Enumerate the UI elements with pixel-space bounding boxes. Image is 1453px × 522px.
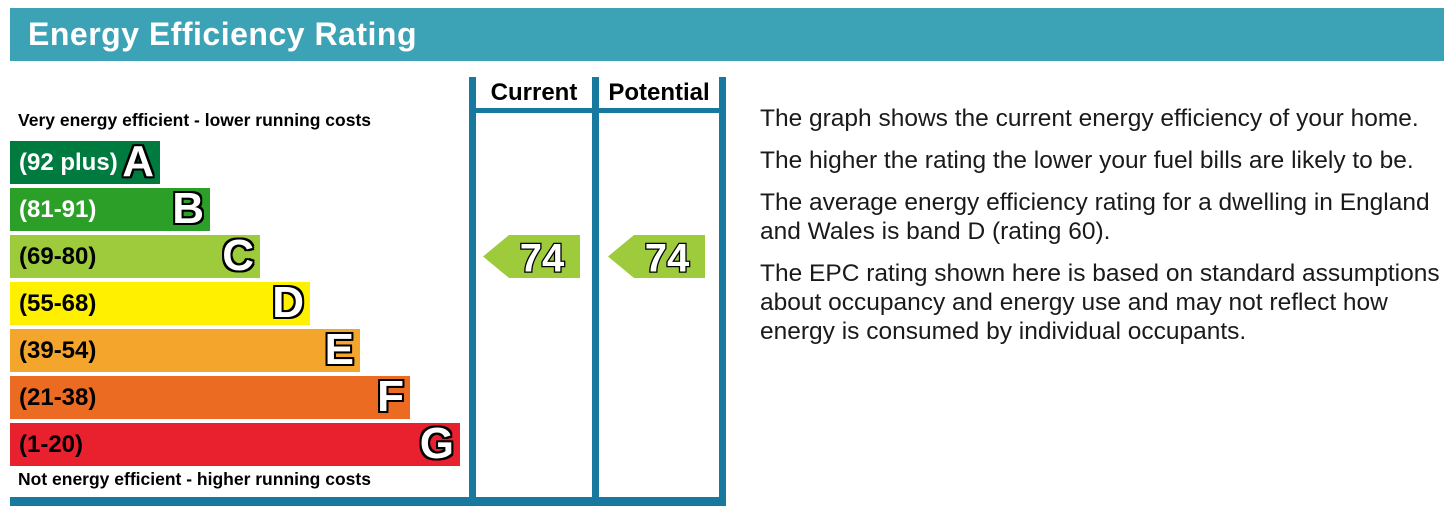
description-paragraph-2: The higher the rating the lower your fue… [760,147,1414,174]
band-b-range-label: (81-91) [19,195,97,223]
band-b: (81-91) B [10,183,210,233]
potential-rating-value: 74 [645,237,690,279]
band-e-letter: E [324,324,354,374]
chart-bottom-border [10,497,726,506]
band-g: (1-20) G [10,418,460,468]
band-c-range-label: (69-80) [19,242,97,270]
band-c-letter: C [222,230,254,280]
band-d: (55-68) D [10,277,310,327]
band-f: (21-38) F [10,371,410,421]
top-caption: Very energy efficient - lower running co… [18,110,372,130]
band-d-range-label: (55-68) [19,289,97,317]
band-c: (69-80) C [10,230,260,280]
band-e: (39-54) E [10,324,360,374]
potential-column-right-border [719,77,726,497]
band-a-letter: A [122,136,154,186]
band-g-letter: G [419,418,454,468]
band-a-range-label: (92 plus) [19,148,118,176]
band-a: (92 plus) A [10,136,160,186]
bottom-caption: Not energy efficient - higher running co… [18,469,371,489]
column-header-underline [469,108,726,113]
description-paragraph-3: The average energy efficiency rating for… [760,189,1430,245]
band-f-letter: F [377,371,404,421]
description-paragraph-1: The graph shows the current energy effic… [760,105,1419,132]
current-rating-arrow: 74 [483,235,580,278]
band-d-letter: D [272,277,304,327]
description-text: The graph shows the current energy effic… [760,104,1452,359]
band-f-range-label: (21-38) [19,383,97,411]
page-title: Energy Efficiency Rating [28,16,417,52]
current-rating-value: 74 [520,237,565,279]
band-g-range-label: (1-20) [19,430,84,458]
potential-column-header: Potential [608,79,710,106]
band-e-range-label: (39-54) [19,336,97,364]
description-paragraph-4: The EPC rating shown here is based on st… [760,260,1440,345]
column-divider-border [592,77,599,497]
band-b-letter: B [172,183,204,233]
current-column-left-border [469,77,476,497]
current-column-header: Current [490,79,578,106]
header-bar: Energy Efficiency Rating [10,8,1444,61]
potential-rating-arrow: 74 [608,235,705,278]
